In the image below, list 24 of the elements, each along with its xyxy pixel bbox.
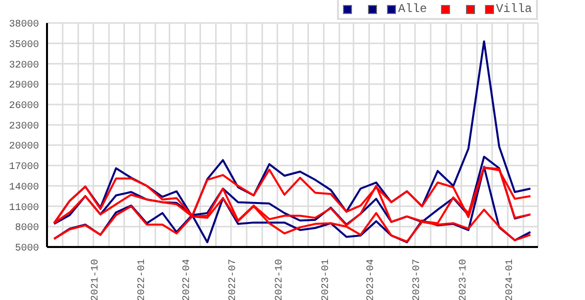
y-tick-label: 32000 [8,60,39,72]
y-tick-label: 38000 [8,20,39,31]
x-tick-label: 2024-01 [504,259,516,300]
x-tick-label: 2023-10 [458,259,470,300]
x-tick-label: 2022-07 [228,259,239,300]
y-tick-label: 35000 [8,40,39,51]
y-tick-label: 20000 [8,142,39,153]
x-tick-label: 2022-10 [274,259,286,300]
x-tick-label: 2023-01 [320,259,332,300]
x-tick-label: 2021-10 [90,259,102,300]
legend-label: Villa [496,2,532,16]
x-tick-label: 2023-04 [366,259,378,300]
x-tick-label: 2022-04 [182,259,194,300]
y-tick-label: 8000 [14,223,39,234]
y-tick-label: 26000 [8,101,39,112]
legend-label: Alle [398,2,427,16]
x-tick-label: 2022-01 [136,259,148,300]
y-tick-label: 14000 [8,182,39,194]
x-tick-label: 2023-07 [412,259,423,300]
y-tick-label: 5000 [14,244,39,255]
y-tick-label: 17000 [8,162,39,174]
y-tick-label: 11000 [8,202,39,214]
y-tick-label: 23000 [8,121,39,132]
y-tick-label: 29000 [8,80,39,92]
